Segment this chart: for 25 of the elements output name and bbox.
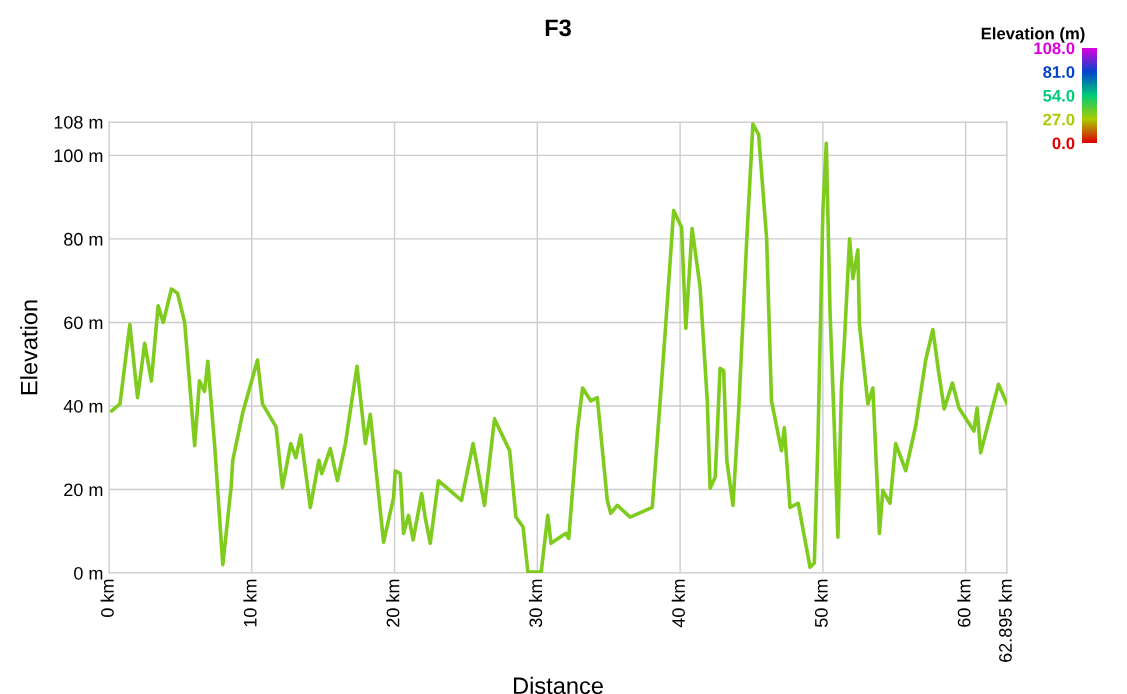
line-series	[109, 122, 1007, 573]
x-tick-label: 50 km	[814, 579, 828, 627]
y-tick-label: 108 m	[54, 115, 103, 129]
x-tick-label: 10 km	[243, 579, 257, 627]
x-tick-label: 20 km	[386, 579, 400, 627]
color-bar-label: 81.0	[1043, 66, 1075, 78]
y-tick-label: 0 m	[74, 566, 103, 580]
y-tick-label: 20 m	[64, 483, 103, 497]
y-tick-label: 40 m	[63, 399, 103, 413]
chart-title: F3	[545, 19, 571, 37]
x-tick-label: 40 km	[671, 579, 685, 628]
color-bar-label: 0.0	[1052, 137, 1075, 150]
y-tick-label: 100 m	[54, 149, 103, 163]
x-tick-label: 60 km	[957, 579, 971, 627]
x-tick-label: 0 km	[100, 579, 114, 617]
color-bar-label: 54.0	[1043, 89, 1075, 102]
y-tick-label: 80 m	[64, 232, 103, 246]
color-bar-label: 27.0	[1043, 113, 1075, 126]
x-axis-title: Distance	[514, 676, 603, 694]
x-tick-label: 30 km	[528, 579, 543, 628]
color-bar-label: 108.0	[1034, 42, 1075, 55]
y-tick-label: 60 m	[64, 316, 103, 330]
x-tick-label: 62.895 km	[998, 579, 1012, 662]
color-bar-title: Elevation (m)	[981, 27, 1085, 43]
y-axis-title: Elevation	[20, 300, 38, 395]
